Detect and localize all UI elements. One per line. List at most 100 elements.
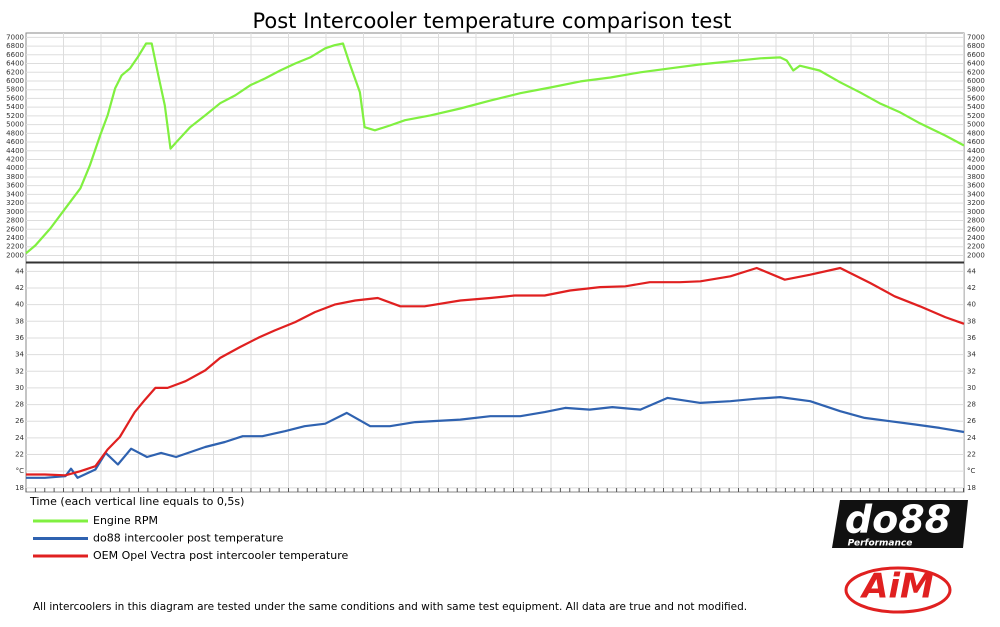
legend-label: do88 intercooler post temperature (93, 532, 284, 545)
y2-tick-label: 36 (967, 334, 976, 342)
y2-tick-label: 3200 (967, 199, 985, 207)
y2-tick-label: 6600 (967, 51, 985, 59)
y2-tick-label: 2200 (967, 243, 985, 251)
y2-tick-label: 3400 (967, 190, 985, 198)
y2-tick-label: 44 (967, 267, 976, 275)
y-tick-label: 3400 (6, 190, 24, 198)
y2-tick-label: 24 (967, 434, 976, 442)
y-tick-label: 6400 (6, 60, 24, 68)
y-tick-label: 2000 (6, 251, 24, 259)
y2-tick-label: 4200 (967, 155, 985, 163)
y2-tick-label: 5600 (967, 94, 985, 102)
y2-tick-label: 2800 (967, 217, 985, 225)
y-tick-label: 28 (15, 401, 24, 409)
legend: Engine RPM do88 intercooler post temperat… (33, 514, 348, 562)
y-tick-label: 4200 (6, 155, 24, 163)
data-line (25, 42, 965, 255)
y2-tick-label: 38 (967, 317, 976, 325)
footnote: All intercoolers in this diagram are tes… (33, 601, 747, 613)
data-line (26, 396, 965, 479)
y2-tick-label: 4000 (967, 164, 985, 172)
y-tick-label: 34 (15, 351, 24, 359)
logo-ring (844, 566, 952, 614)
y2-tick-label: 28 (967, 401, 976, 409)
y2-tick-label: 4600 (967, 138, 985, 146)
y-tick-label: 4800 (6, 129, 24, 137)
legend-label: Engine RPM (93, 514, 158, 527)
y-tick-label: 38 (15, 317, 24, 325)
y-tick-label: 3000 (6, 208, 24, 216)
y2-tick-label: 3600 (967, 182, 985, 190)
y2-tick-label: 32 (967, 367, 976, 375)
y-tick-label: 3200 (6, 199, 24, 207)
y-tick-label: 24 (15, 434, 24, 442)
y-tick-label: 2200 (6, 243, 24, 251)
y-tick-label: 3600 (6, 182, 24, 190)
y-tick-label: 6200 (6, 68, 24, 76)
y2-tick-label: 6400 (967, 60, 985, 68)
y-tick-label: 22 (15, 451, 24, 459)
y-tick-label: 2600 (6, 225, 24, 233)
y-tick-label: 4400 (6, 147, 24, 155)
y2-tick-label: 2600 (967, 225, 985, 233)
y-tick-label: 6000 (6, 77, 24, 85)
y2-tick-label: 5200 (967, 112, 985, 120)
y2-tick-label: 4800 (967, 129, 985, 137)
y-tick-label: 18 (15, 484, 24, 492)
logo-text: do88 (845, 498, 951, 542)
y-tick-label: 7000 (6, 33, 24, 41)
y2-tick-label: 22 (967, 451, 976, 459)
y2-tick-label: 30 (967, 384, 976, 392)
y2-tick-label: 2000 (967, 251, 985, 259)
data-line (26, 266, 965, 477)
y-tick-label: 5600 (6, 94, 24, 102)
y2-tick-label: 5400 (967, 103, 985, 111)
y2-tick-label: °C (967, 467, 976, 475)
y-tick-label: 6800 (6, 42, 24, 50)
y-tick-label: 4000 (6, 164, 24, 172)
y2-tick-label: 5800 (967, 86, 985, 94)
legend-label: OEM Opel Vectra post intercooler tempera… (93, 549, 348, 562)
y-tick-label: 32 (15, 367, 24, 375)
y-tick-label: 3800 (6, 173, 24, 181)
y-tick-label: 44 (15, 267, 24, 275)
y-tick-label: 4600 (6, 138, 24, 146)
y-tick-label: 5000 (6, 121, 24, 129)
y2-tick-label: 42 (967, 284, 976, 292)
y-tick-label: 42 (15, 284, 24, 292)
y2-tick-label: 7000 (967, 33, 985, 41)
logo-subtext: Performance (848, 539, 913, 549)
y2-tick-label: 18 (967, 484, 976, 492)
y2-tick-label: 26 (967, 417, 976, 425)
do88-logo: do88 Performance (832, 498, 968, 549)
y2-tick-label: 5000 (967, 121, 985, 129)
y2-tick-label: 6000 (967, 77, 985, 85)
x-axis-label: Time (each vertical line equals to 0,5s) (29, 495, 244, 508)
y2-tick-label: 6200 (967, 68, 985, 76)
y-tick-label: 40 (15, 301, 24, 309)
y-tick-label: 5800 (6, 86, 24, 94)
y2-tick-label: 6800 (967, 42, 985, 50)
y-tick-label: 5200 (6, 112, 24, 120)
y-tick-label: 6600 (6, 51, 24, 59)
chart-title: Post Intercooler temperature comparison … (252, 9, 731, 33)
y-tick-label: 5400 (6, 103, 24, 111)
y2-tick-label: 3000 (967, 208, 985, 216)
y-tick-label: 26 (15, 417, 24, 425)
y2-tick-label: 4400 (967, 147, 985, 155)
aim-logo: AiM (844, 566, 952, 614)
y-tick-label: °C (16, 467, 25, 475)
y-tick-label: 36 (15, 334, 24, 342)
plot-area (25, 32, 965, 263)
y-tick-label: 2400 (6, 234, 24, 242)
y2-tick-label: 40 (967, 301, 976, 309)
logo-box (832, 500, 968, 548)
y-tick-label: 30 (15, 384, 24, 392)
y2-tick-label: 2400 (967, 234, 985, 242)
logo-text: AiM (859, 567, 934, 607)
y2-tick-label: 3800 (967, 173, 985, 181)
y-tick-label: 2800 (6, 217, 24, 225)
y2-tick-label: 34 (967, 351, 976, 359)
